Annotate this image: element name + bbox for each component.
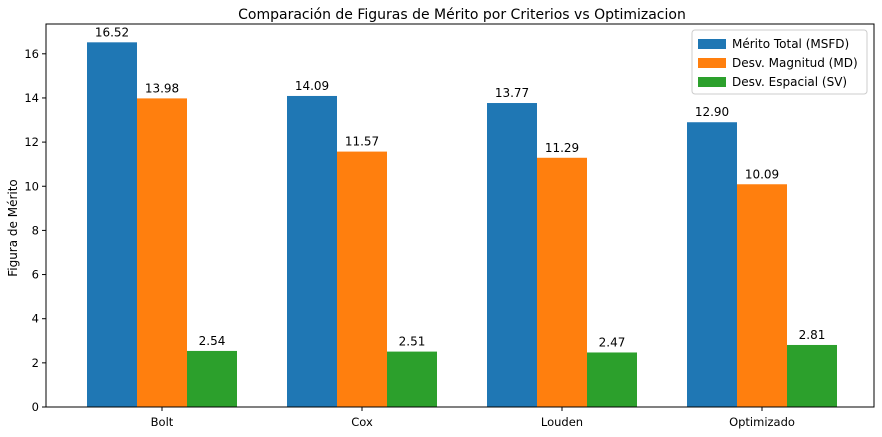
bar-value-label: 13.77 <box>495 86 529 100</box>
bar-value-label: 12.90 <box>695 105 729 119</box>
x-tick-label: Bolt <box>151 415 174 429</box>
bar-2-1 <box>387 351 437 407</box>
bar-value-label: 11.29 <box>545 141 579 155</box>
bar-value-label: 2.47 <box>599 335 626 349</box>
x-axis-ticks: Bolt Cox Louden Optimizado <box>151 407 795 429</box>
bar-value-label: 10.09 <box>745 167 779 181</box>
y-tick-label: 4 <box>32 312 39 326</box>
x-tick-label: Cox <box>351 415 373 429</box>
bar-value-label: 2.51 <box>399 335 426 349</box>
bar-0-1 <box>287 95 337 407</box>
legend: Mérito Total (MSFD) Desv. Magnitud (MD) De… <box>691 29 868 95</box>
legend-entry: Desv. Espacial (SV) <box>732 75 847 89</box>
y-tick-label: 16 <box>24 47 39 61</box>
bar-1-2 <box>537 157 587 407</box>
bar-2-0 <box>187 350 237 407</box>
bar-0-3 <box>687 122 737 407</box>
legend-entry: Mérito Total (MSFD) <box>732 37 849 51</box>
bar-1-1 <box>337 151 387 407</box>
y-axis-label: Figura de Mérito <box>6 179 20 277</box>
chart-title: Comparación de Figuras de Mérito por Cri… <box>238 7 686 23</box>
y-tick-label: 0 <box>32 400 39 414</box>
bar-value-label: 14.09 <box>295 79 329 93</box>
bar-value-label: 2.54 <box>199 334 226 348</box>
bars-layer <box>87 42 837 407</box>
y-axis-ticks: 0 2 4 6 8 10 12 14 16 <box>24 47 46 414</box>
x-tick-label: Louden <box>541 415 583 429</box>
y-tick-label: 2 <box>32 356 39 370</box>
y-tick-label: 8 <box>32 223 39 237</box>
bar-2-3 <box>787 344 837 407</box>
bar-0-0 <box>87 42 137 407</box>
legend-swatch <box>698 77 726 87</box>
y-tick-label: 12 <box>24 135 39 149</box>
bar-labels-layer: 16.52 14.09 13.77 12.90 13.98 11.57 11.29 10.09… <box>95 25 826 349</box>
bar-value-label: 11.57 <box>345 135 379 149</box>
y-tick-label: 14 <box>24 91 39 105</box>
legend-frame <box>691 29 868 95</box>
legend-swatch <box>698 39 726 49</box>
bar-value-label: 2.81 <box>799 328 826 342</box>
legend-entry: Desv. Magnitud (MD) <box>732 56 858 70</box>
x-tick-label: Optimizado <box>729 415 795 429</box>
bar-value-label: 13.98 <box>145 81 179 95</box>
y-tick-label: 10 <box>24 179 39 193</box>
bar-1-3 <box>737 184 787 407</box>
bar-0-2 <box>487 103 537 407</box>
bar-2-2 <box>587 352 637 407</box>
bar-1-0 <box>137 98 187 407</box>
legend-swatch <box>698 58 726 68</box>
bar-value-label: 16.52 <box>95 25 129 39</box>
y-tick-label: 6 <box>32 268 39 282</box>
plot-area-frame <box>45 23 875 408</box>
